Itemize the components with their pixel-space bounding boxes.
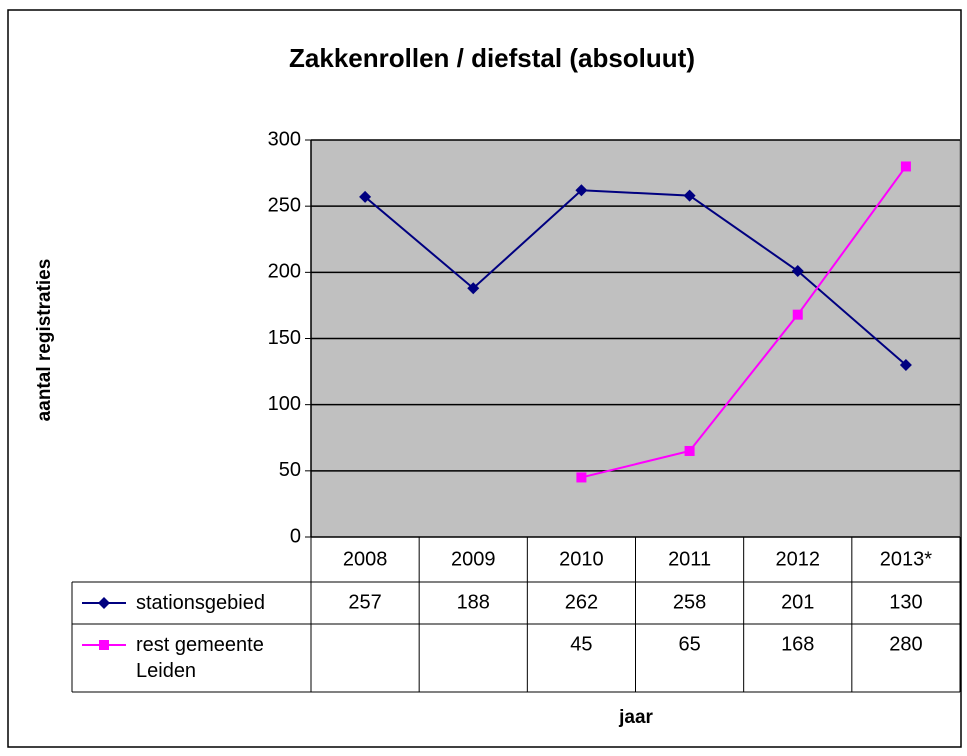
series-line xyxy=(364,189,907,366)
marker xyxy=(900,161,911,172)
marker xyxy=(684,445,695,456)
y-tick-label: 200 xyxy=(268,261,301,283)
x-axis-title: jaar xyxy=(618,707,653,728)
marker xyxy=(99,640,109,650)
marker xyxy=(576,472,587,483)
x-tick-label: 2012 xyxy=(776,548,821,570)
y-tick-label: 250 xyxy=(268,194,301,216)
data-table-value: 130 xyxy=(889,591,922,613)
x-tick-label: 2009 xyxy=(451,548,496,570)
y-tick-label: 150 xyxy=(268,327,301,349)
data-table-value: 257 xyxy=(348,591,381,613)
y-tick-label: 0 xyxy=(290,525,301,547)
marker xyxy=(98,597,110,609)
series-line xyxy=(581,165,907,479)
data-table-value: 262 xyxy=(565,591,598,613)
y-tick-label: 100 xyxy=(268,393,301,415)
x-tick-label: 2011 xyxy=(668,548,711,570)
marker xyxy=(575,184,588,197)
marker xyxy=(683,189,696,202)
y-tick-label: 300 xyxy=(268,128,301,150)
data-table-value: 188 xyxy=(457,591,490,613)
marker xyxy=(467,282,480,295)
legend-label: stationsgebied xyxy=(136,592,265,614)
legend-label: rest gemeente Leiden xyxy=(136,634,264,682)
x-tick-label: 2008 xyxy=(343,548,388,570)
chart-title: Zakkenrollen / diefstal (absoluut) xyxy=(289,43,695,73)
x-tick-label: 2010 xyxy=(559,548,604,570)
marker xyxy=(899,358,912,371)
data-table-value: 168 xyxy=(781,633,814,655)
x-tick-label: 2013* xyxy=(880,548,932,570)
y-tick-label: 50 xyxy=(279,459,301,481)
data-table-value: 45 xyxy=(570,633,592,655)
marker xyxy=(791,265,804,278)
marker xyxy=(359,190,372,203)
data-table-value: 201 xyxy=(781,591,814,613)
data-table-value: 65 xyxy=(678,633,700,655)
marker xyxy=(792,309,803,320)
data-table-value: 280 xyxy=(889,633,922,655)
data-table-value: 258 xyxy=(673,591,706,613)
y-axis-title: aantal registraties xyxy=(34,259,55,422)
